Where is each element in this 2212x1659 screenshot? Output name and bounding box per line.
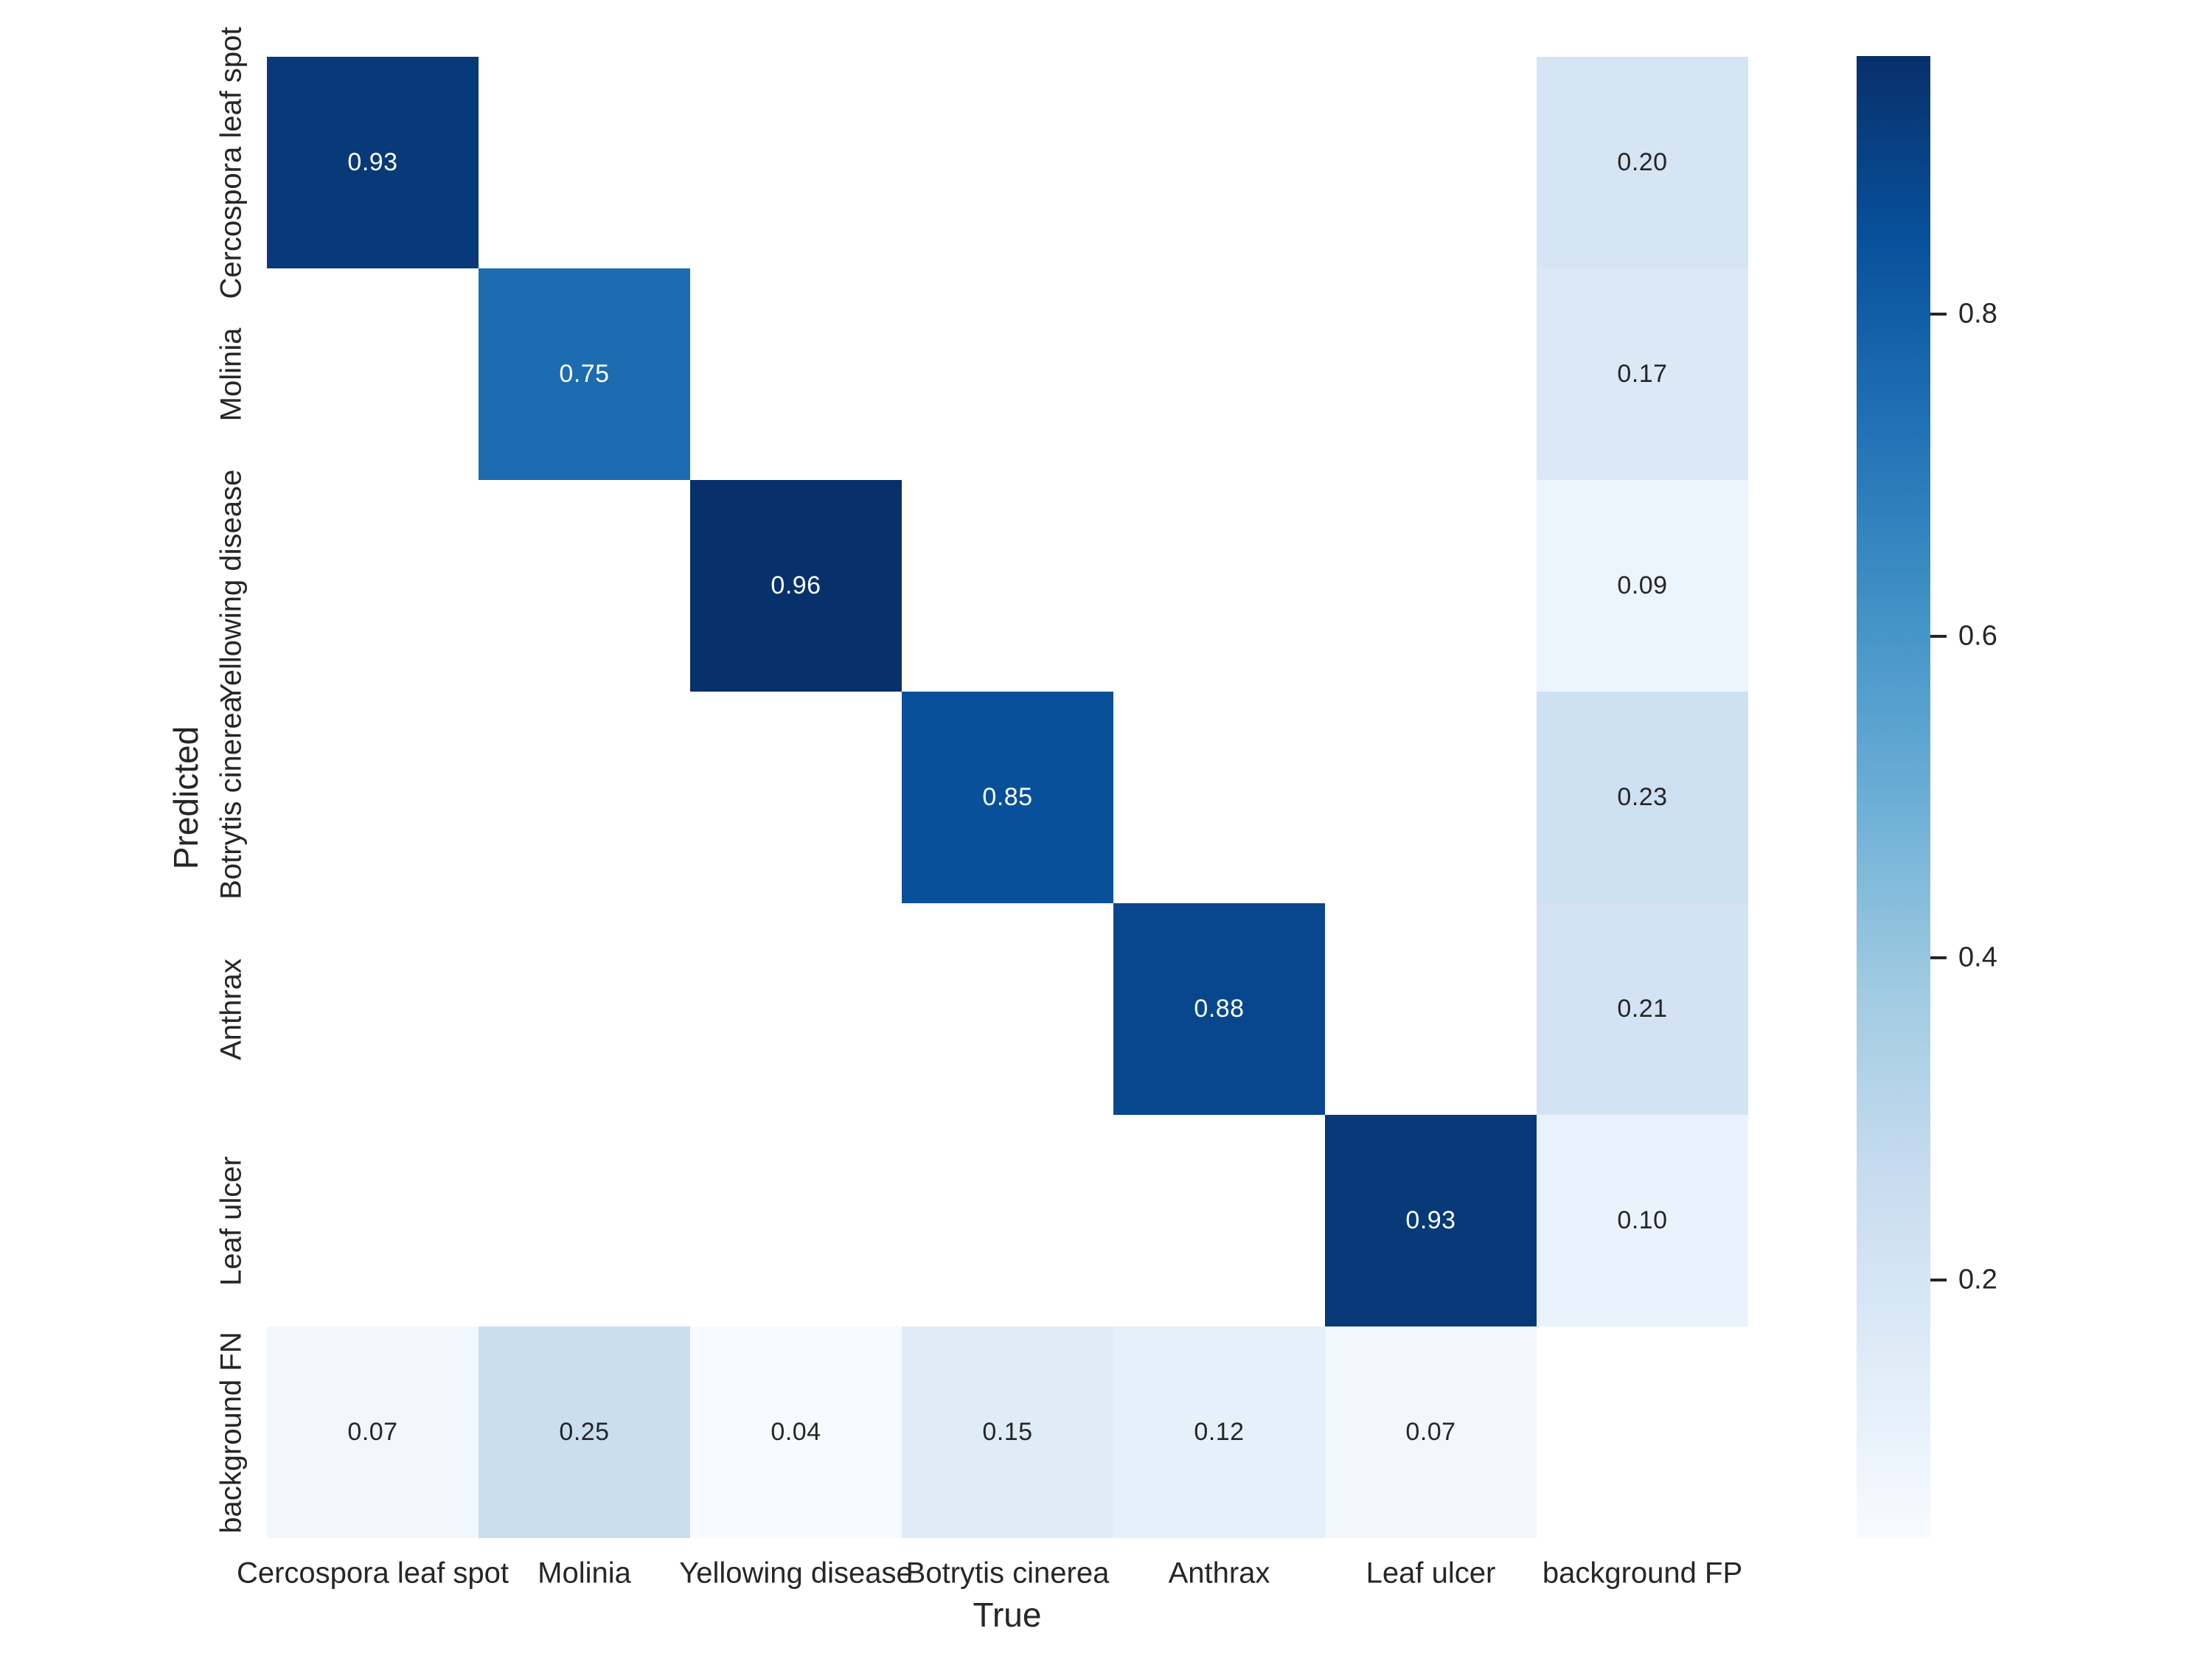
heatmap-cell-annotation: 0.04 [771,1418,821,1446]
heatmap-cell: 0.20 [1537,57,1748,268]
heatmap-cell: 0.12 [1113,1326,1325,1538]
y-tick-label: background FN [215,1331,248,1534]
heatmap-cell: 0.96 [690,480,902,692]
heatmap-cell: 0.10 [1537,1115,1748,1326]
heatmap-cell [479,480,690,692]
heatmap-cell-annotation: 0.25 [559,1418,610,1446]
y-tick-label: Yellowing disease [215,469,248,703]
heatmap-cell: 0.17 [1537,268,1748,480]
heatmap-cell [267,480,479,692]
heatmap-cell: 0.25 [479,1326,690,1538]
heatmap-cell-annotation: 0.88 [1194,995,1245,1023]
heatmap-cell: 0.93 [267,57,479,268]
colorbar-tick-mark [1930,1279,1947,1282]
colorbar-tick-mark [1930,956,1947,960]
heatmap-cell [1325,57,1537,268]
heatmap-cell [1325,903,1537,1115]
heatmap-cell [902,57,1113,268]
y-tick-label: Molinia [215,327,248,421]
heatmap-cell [902,480,1113,692]
heatmap-cell-annotation: 0.07 [1405,1418,1456,1446]
heatmap-cell: 0.07 [1325,1326,1537,1538]
heatmap-cell [690,268,902,480]
x-axis-title: True [973,1596,1042,1634]
heatmap-cell [267,692,479,903]
heatmap-cell-annotation: 0.17 [1617,360,1668,388]
x-tick-label: background FP [1542,1557,1743,1590]
colorbar [1857,56,1930,1538]
heatmap-cell: 0.93 [1325,1115,1537,1326]
heatmap-cell [479,1115,690,1326]
heatmap-cell-annotation: 0.15 [982,1418,1033,1446]
heatmap-cell [479,903,690,1115]
heatmap-cell [690,1115,902,1326]
heatmap-cell [479,57,690,268]
y-tick-label: Cercospora leaf spot [215,26,248,299]
heatmap-cell [1113,57,1325,268]
heatmap-cell: 0.09 [1537,480,1748,692]
heatmap-cell-annotation: 0.85 [982,783,1033,811]
heatmap-cell-annotation: 0.93 [347,148,398,176]
heatmap-cell [479,692,690,903]
heatmap-cell [690,692,902,903]
heatmap-cell-annotation: 0.21 [1617,995,1668,1023]
x-tick-label: Leaf ulcer [1366,1557,1496,1590]
heatmap-cell [1113,480,1325,692]
heatmap-cell [1113,1115,1325,1326]
x-tick-label: Botrytis cinerea [905,1557,1110,1590]
colorbar-tick-label: 0.4 [1958,942,1997,973]
heatmap-cell [267,1115,479,1326]
heatmap-cell: 0.04 [690,1326,902,1538]
heatmap-cell: 0.85 [902,692,1113,903]
heatmap-cell-annotation: 0.20 [1617,148,1668,176]
heatmap-cell [1113,692,1325,903]
x-tick-label: Yellowing disease [679,1557,913,1590]
heatmap-cell-annotation: 0.07 [347,1418,398,1446]
heatmap-cell [1325,480,1537,692]
colorbar-tick-label: 0.8 [1958,298,1997,330]
heatmap-cell-annotation: 0.10 [1617,1206,1668,1234]
x-tick-label: Anthrax [1168,1557,1270,1590]
colorbar-tick-label: 0.6 [1958,620,1997,652]
heatmap-cell [690,903,902,1115]
heatmap-cell-annotation: 0.12 [1194,1418,1245,1446]
heatmap-cell-annotation: 0.09 [1617,571,1668,599]
y-tick-label: Botrytis cinerea [215,695,248,900]
heatmap-cell-annotation: 0.75 [559,360,610,388]
y-tick-label: Anthrax [215,958,248,1060]
heatmap-cell [902,903,1113,1115]
heatmap-cell [267,903,479,1115]
colorbar-tick-mark [1930,312,1947,316]
y-axis-title: Predicted [167,726,205,870]
x-tick-label: Cercospora leaf spot [236,1557,509,1590]
heatmap-cell-annotation: 0.96 [771,571,821,599]
heatmap-cell [1325,268,1537,480]
heatmap-cell: 0.21 [1537,903,1748,1115]
heatmap-cell [267,268,479,480]
heatmap-cell: 0.23 [1537,692,1748,903]
heatmap-cell [902,1115,1113,1326]
heatmap-cell-annotation: 0.93 [1405,1206,1456,1234]
heatmap-cell [902,268,1113,480]
heatmap-cell: 0.07 [267,1326,479,1538]
heatmap-cell [1113,268,1325,480]
heatmap-cell: 0.15 [902,1326,1113,1538]
colorbar-tick-label: 0.2 [1958,1264,1997,1295]
x-tick-label: Molinia [538,1557,631,1590]
colorbar-tick-mark [1930,634,1947,638]
heatmap-cell [690,57,902,268]
y-tick-label: Leaf ulcer [215,1155,248,1286]
heatmap-cell [1325,692,1537,903]
heatmap-cell-annotation: 0.23 [1617,783,1668,811]
heatmap-cell: 0.75 [479,268,690,480]
heatmap-cell [1537,1326,1748,1538]
heatmap-grid: 0.93 0.20 0.75 0.17 0.96 0.09 0.85 0.23 0.88 0.21… [267,57,1748,1538]
heatmap-cell: 0.88 [1113,903,1325,1115]
